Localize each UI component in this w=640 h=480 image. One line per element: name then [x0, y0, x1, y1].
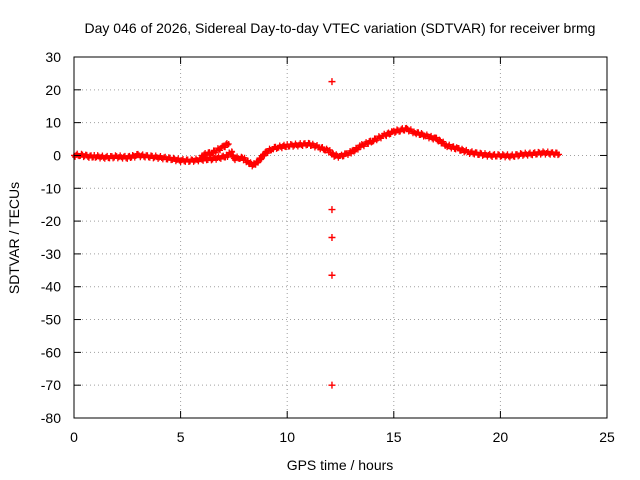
data-point: [403, 124, 410, 131]
x-tick-label: 5: [177, 429, 185, 445]
outlier-point: [328, 78, 336, 86]
x-tick-label: 10: [279, 429, 295, 445]
data-point: [319, 143, 326, 150]
data-point: [224, 141, 231, 148]
data-point: [436, 136, 443, 143]
data-point: [554, 152, 561, 159]
series-main: [71, 124, 563, 170]
data-point: [78, 150, 85, 157]
y-tick-label: -20: [41, 213, 61, 229]
y-axis-label: SDTVAR / TECUs: [6, 182, 22, 294]
plot-frame: [73, 56, 608, 419]
data-point: [260, 152, 267, 159]
data-point: [365, 140, 372, 147]
y-tick-label: -40: [41, 279, 61, 295]
data-point: [323, 145, 330, 152]
x-tick-label: 25: [599, 429, 615, 445]
data-point: [225, 140, 232, 147]
y-tick-label: 0: [53, 147, 61, 163]
x-tick-label: 20: [493, 429, 509, 445]
data-point: [383, 133, 390, 140]
y-tick-label: -50: [41, 312, 61, 328]
axis-ticks: [73, 56, 608, 419]
y-tick-label: 30: [45, 49, 61, 65]
y-tick-label: -80: [41, 410, 61, 426]
data-point: [238, 153, 245, 160]
data-point: [450, 143, 457, 150]
tick-labels: 30 20 10 0 -10 -20 -30 -40 -50 -60 -70 -80 0 5 10 15 20 2…: [41, 49, 615, 445]
data-point: [261, 152, 268, 159]
chart-title: Day 046 of 2026, Sidereal Day-to-day VTE…: [85, 20, 596, 36]
data-point: [257, 156, 264, 163]
data-point: [351, 148, 358, 155]
grid: [73, 56, 608, 419]
data-point: [459, 145, 466, 152]
y-tick-label: 10: [45, 115, 61, 131]
y-tick-label: -30: [41, 246, 61, 262]
data-point: [556, 151, 563, 158]
y-tick-label: 20: [45, 82, 61, 98]
data-series: [71, 78, 563, 389]
y-tick-label: -60: [41, 344, 61, 360]
x-axis-label: GPS time / hours: [287, 457, 394, 473]
outlier-point: [328, 381, 336, 389]
x-tick-label: 0: [70, 429, 78, 445]
y-tick-label: -70: [41, 377, 61, 393]
outlier-point: [328, 234, 336, 241]
data-point: [418, 130, 425, 137]
y-tick-label: -10: [41, 180, 61, 196]
x-tick-label: 15: [386, 429, 402, 445]
series-branch: [198, 140, 232, 160]
data-point: [391, 129, 398, 136]
outlier-point: [328, 271, 336, 279]
outlier-point: [328, 206, 336, 214]
